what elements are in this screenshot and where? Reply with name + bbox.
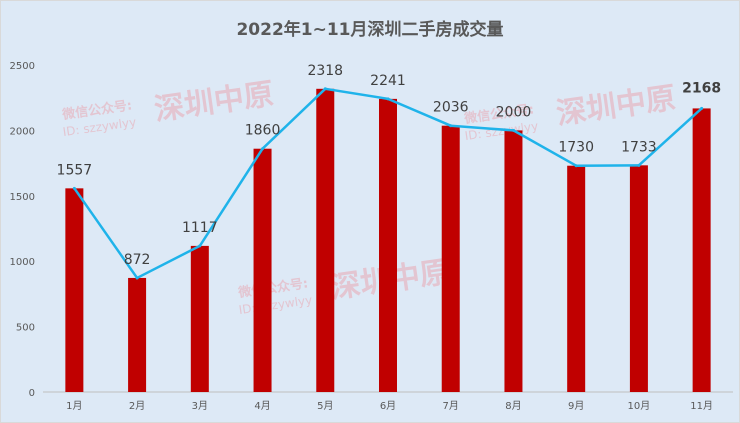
- line-point-9月: [574, 164, 578, 168]
- line-point-8月: [511, 128, 515, 132]
- x-tick-label-7: 8月: [505, 400, 521, 412]
- line-point-5月: [323, 87, 327, 91]
- x-tick-label-3: 4月: [254, 400, 270, 412]
- watermark-brand-1: 深圳中原: [152, 77, 276, 128]
- x-tick-label-1: 2月: [129, 400, 145, 412]
- x-tick-label-6: 7月: [443, 400, 459, 412]
- bar-1月: [65, 188, 84, 392]
- y-tick-label-4: 2000: [10, 126, 35, 137]
- x-tick-label-8: 9月: [568, 400, 584, 412]
- y-tick-label-0: 0: [29, 388, 35, 399]
- chart-title: 2022年1~11月深圳二手房成交量: [236, 20, 504, 40]
- x-tick-label-5: 6月: [380, 400, 396, 412]
- data-label-6月: 2241: [370, 73, 406, 89]
- line-point-11月: [700, 106, 704, 110]
- y-tick-label-3: 1500: [10, 192, 35, 203]
- data-label-2月: 872: [124, 252, 151, 268]
- data-label-8月: 2000: [496, 104, 532, 120]
- line-point-7月: [449, 124, 453, 128]
- bar-2月: [128, 277, 147, 392]
- data-label-7月: 2036: [433, 100, 469, 116]
- y-tick-label-5: 2500: [10, 61, 35, 72]
- bar-5月: [316, 88, 335, 392]
- x-tick-label-2: 3月: [192, 400, 208, 412]
- x-tick-label-9: 10月: [628, 400, 651, 412]
- bar-10月: [629, 165, 648, 392]
- watermark-brand-3: 深圳中原: [554, 81, 678, 132]
- bar-11月: [692, 108, 711, 392]
- data-label-9月: 1730: [558, 140, 594, 156]
- x-tick-label-10: 11月: [690, 400, 713, 412]
- line-point-3月: [198, 244, 202, 248]
- line-point-10月: [637, 163, 641, 167]
- bar-4月: [253, 148, 272, 392]
- data-label-10月: 1733: [621, 139, 657, 155]
- x-tick-label-0: 1月: [66, 400, 82, 412]
- bar-9月: [567, 165, 586, 392]
- data-label-3月: 1117: [182, 220, 218, 236]
- line-point-1月: [72, 186, 76, 190]
- x-tick-label-4: 5月: [317, 400, 333, 412]
- bar-7月: [441, 125, 460, 393]
- bar-8月: [504, 130, 523, 392]
- data-label-5月: 2318: [307, 63, 343, 79]
- bar-6月: [379, 98, 397, 392]
- data-label-11月: 2168: [682, 80, 721, 96]
- y-tick-label-2: 1000: [10, 257, 35, 268]
- bar-3月: [190, 245, 209, 392]
- y-tick-label-1: 500: [16, 323, 35, 334]
- line-point-2月: [135, 276, 139, 280]
- data-label-1月: 1557: [57, 162, 93, 178]
- line-point-4月: [261, 147, 265, 151]
- data-label-4月: 1860: [245, 123, 281, 139]
- line-point-6月: [386, 97, 390, 101]
